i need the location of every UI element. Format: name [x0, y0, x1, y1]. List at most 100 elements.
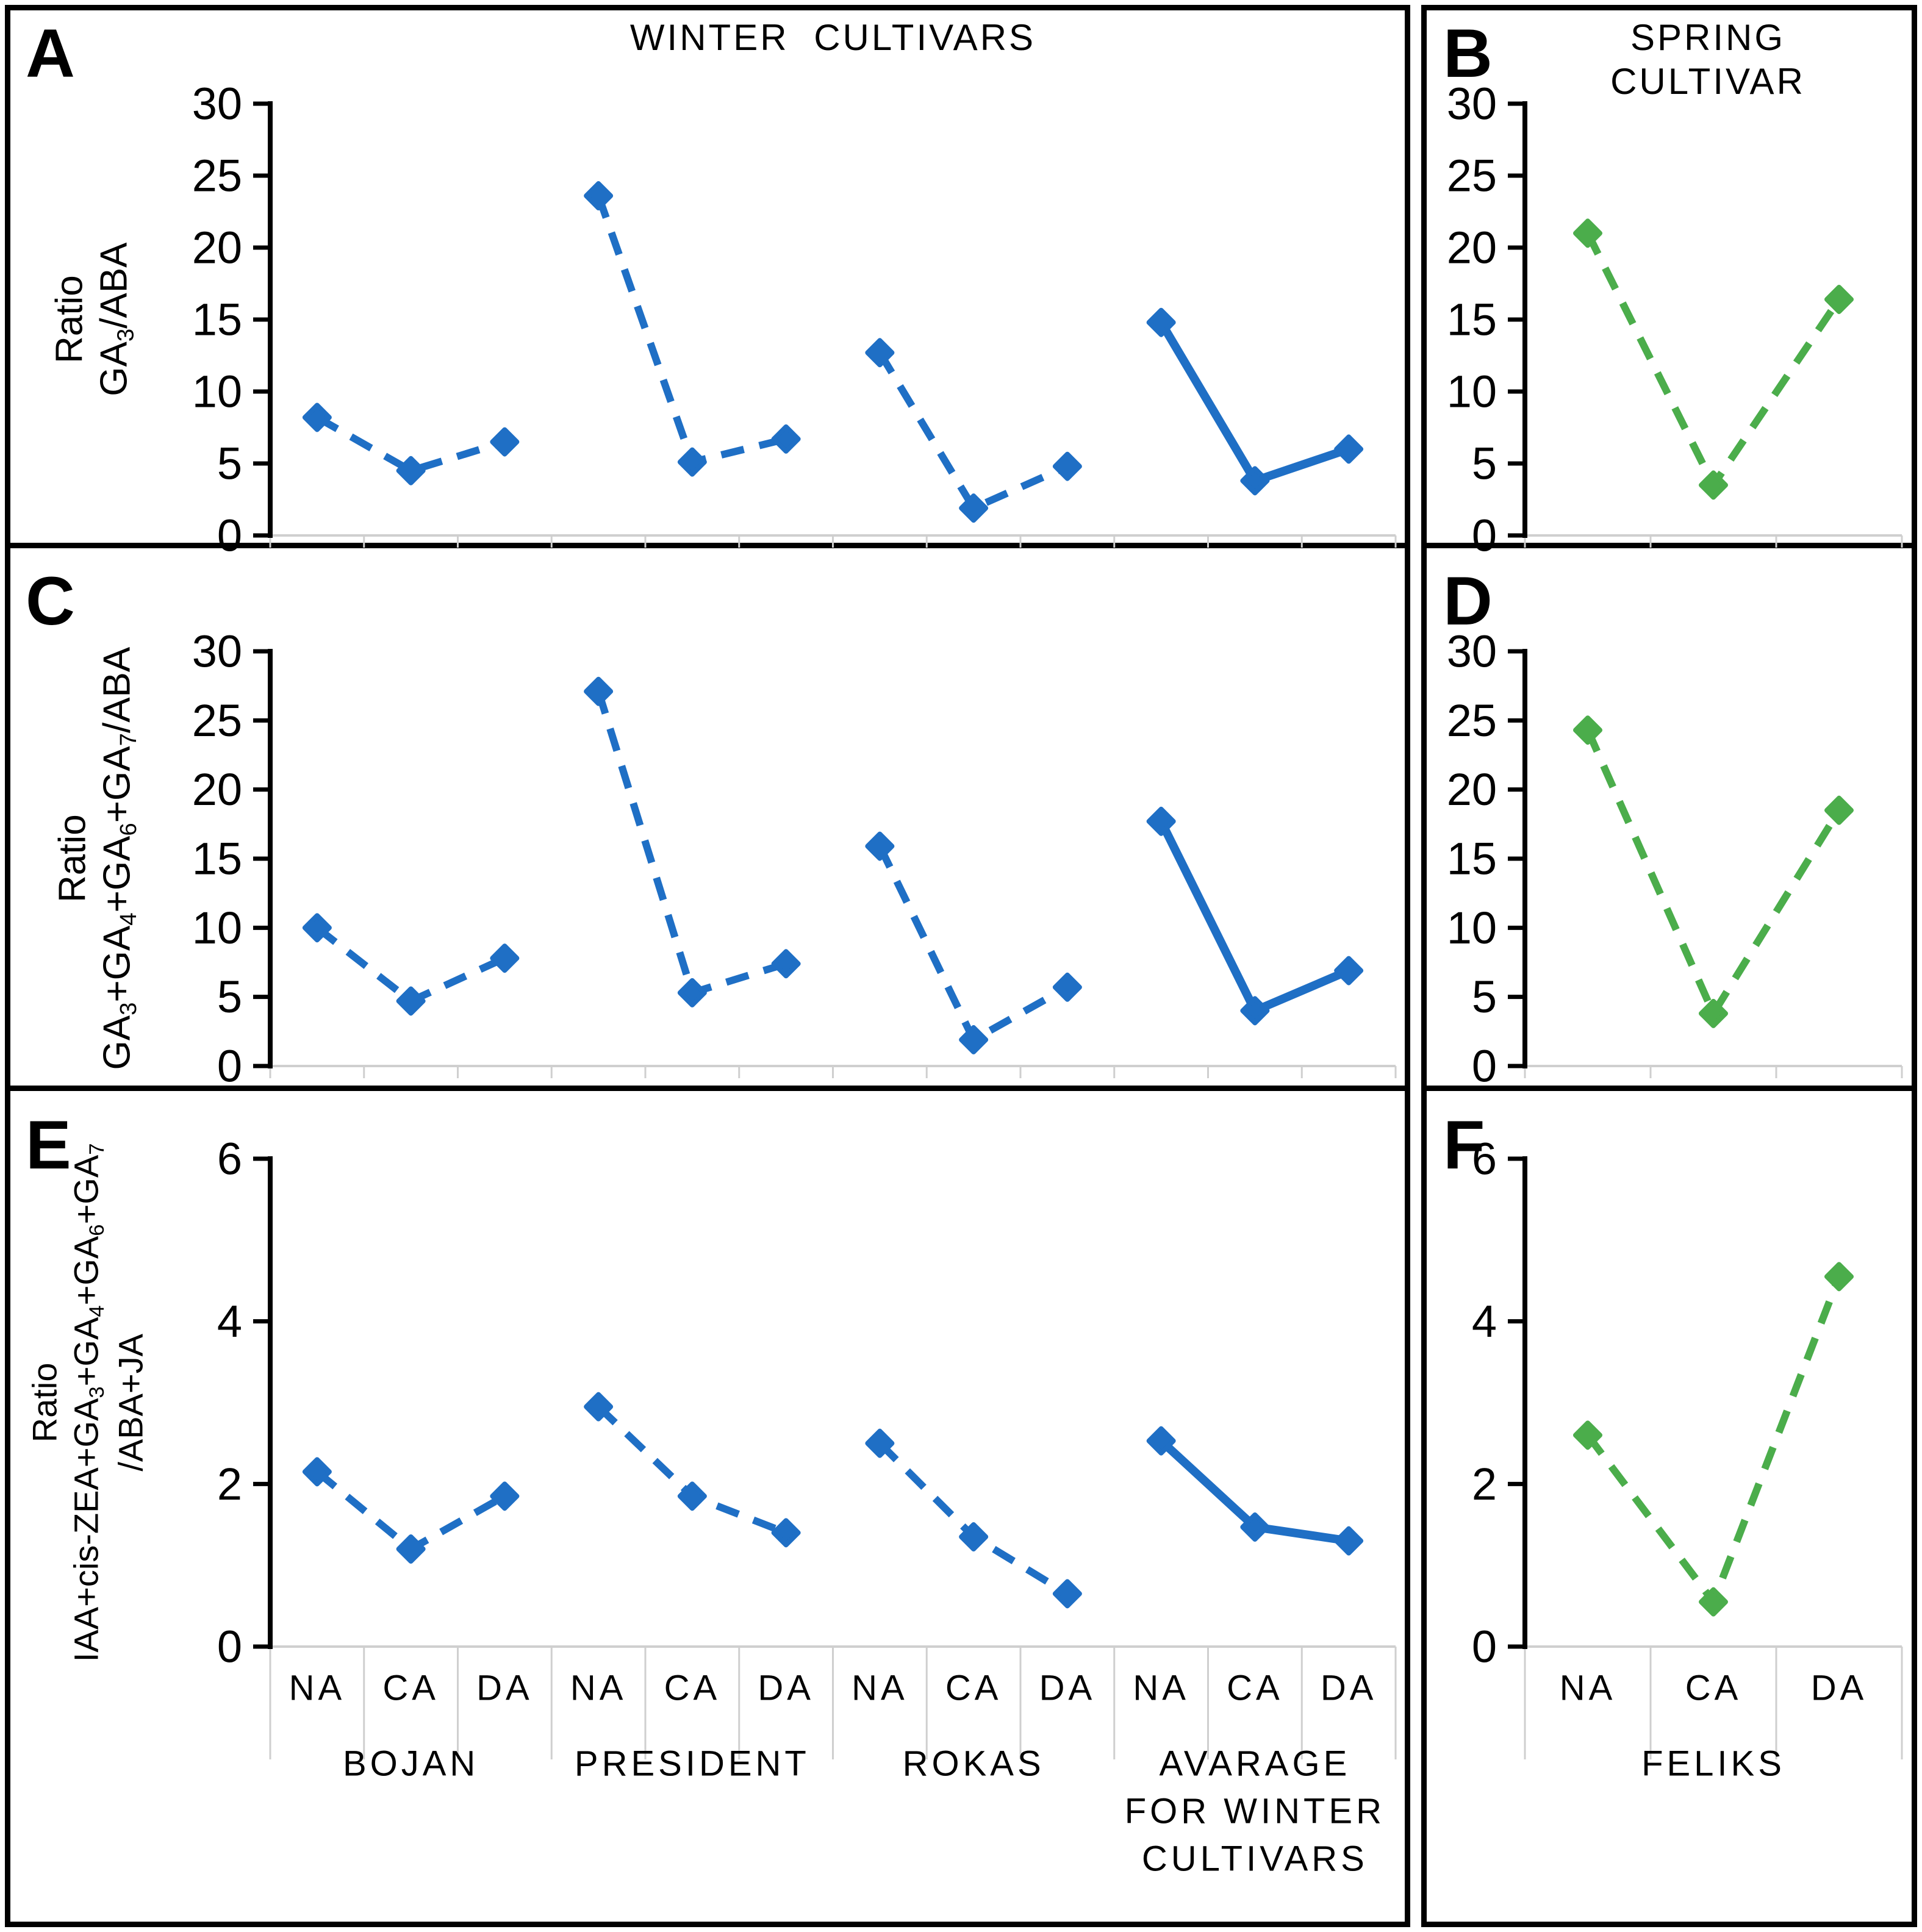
- y-tick-label: 2: [1472, 1459, 1497, 1509]
- group-label-president: PRESIDENT: [575, 1744, 810, 1784]
- series-line-president: [595, 195, 787, 466]
- y-tick-label: 25: [1447, 151, 1497, 201]
- data-point-marker-na: [584, 1392, 614, 1422]
- series-line-president: [595, 690, 787, 996]
- y-tick-label: 4: [217, 1296, 242, 1347]
- panel-label-d: D: [1443, 563, 1493, 639]
- series-line-avarage-for-winter-cultivars: [1157, 320, 1350, 485]
- category-label-ca: CA: [1227, 1669, 1283, 1708]
- series-line-rokas: [876, 844, 1069, 1043]
- category-label-ca: CA: [1685, 1669, 1742, 1708]
- series-line-rokas: [877, 351, 1069, 512]
- y-tick-label: 30: [1447, 79, 1497, 129]
- spring-cultivar-title: SPRING CULTIVAR: [1507, 16, 1909, 104]
- category-label-da: DA: [476, 1669, 533, 1708]
- y-tick-label: 2: [217, 1459, 242, 1509]
- data-point-marker-ca: [1699, 1587, 1728, 1617]
- y-tick-label: 0: [217, 1622, 242, 1672]
- panel-divider: [1421, 543, 1917, 548]
- data-point-marker-na: [865, 338, 895, 368]
- data-point-marker-ca: [396, 986, 426, 1016]
- data-point-marker-da: [1052, 972, 1082, 1002]
- spring-cultivar-title-line2: CULTIVAR: [1610, 61, 1805, 102]
- y-axis-label-e-line1: Ratio: [25, 1362, 64, 1443]
- panel-label-e: E: [26, 1107, 71, 1183]
- y-tick-label: 20: [192, 764, 242, 815]
- group-label-avarage-for-winter-cultivars: FOR WINTER: [1125, 1792, 1385, 1831]
- group-label-avarage-for-winter-cultivars: AVARAGE: [1159, 1744, 1350, 1784]
- category-label-da: DA: [758, 1669, 814, 1708]
- category-label-da: DA: [1039, 1669, 1096, 1708]
- data-point-marker-na: [1146, 307, 1176, 337]
- group-label-avarage-for-winter-cultivars: CULTIVARS: [1142, 1839, 1368, 1879]
- y-tick-label: 20: [1447, 764, 1497, 815]
- category-label-na: NA: [289, 1669, 346, 1708]
- data-point-marker-da: [1824, 284, 1854, 314]
- data-point-marker-na: [302, 913, 332, 943]
- spring-cultivar-panel-border: [1421, 5, 1917, 1927]
- data-point-marker-na: [584, 676, 614, 706]
- group-label-feliks: FELIKS: [1641, 1744, 1785, 1784]
- data-point-marker-da: [490, 1481, 520, 1511]
- y-tick-label: 5: [217, 438, 242, 489]
- y-tick-label: 4: [1472, 1296, 1497, 1347]
- category-label-ca: CA: [945, 1669, 1002, 1708]
- panel-label-b: B: [1443, 15, 1493, 91]
- series-line-feliks: [1584, 231, 1842, 489]
- y-tick-label: 30: [192, 626, 242, 677]
- data-point-marker-na: [302, 1457, 332, 1487]
- y-axis-label-c-line1: Ratio: [51, 814, 94, 903]
- y-tick-label: 20: [1447, 223, 1497, 273]
- y-tick-label: 10: [1447, 367, 1497, 417]
- series-line-bojan: [315, 414, 506, 474]
- category-label-na: NA: [570, 1669, 627, 1708]
- data-point-marker-na: [302, 402, 332, 432]
- data-point-marker-da: [1824, 795, 1854, 825]
- category-label-na: NA: [1133, 1669, 1189, 1708]
- data-point-marker-na: [1573, 715, 1602, 745]
- data-point-marker-da: [490, 427, 520, 457]
- category-label-na: NA: [1560, 1669, 1616, 1708]
- y-axis-label-e-line3: /ABA+JA: [111, 1334, 150, 1472]
- data-point-marker-ca: [959, 1522, 989, 1551]
- series-line-feliks: [1585, 1275, 1843, 1606]
- y-tick-label: 5: [1472, 971, 1497, 1022]
- y-tick-label: 0: [1472, 1622, 1497, 1672]
- y-axis-label-e: Ratio IAA+cis-ZEA+GA3+GA4+GA6+GA7 /ABA+J…: [9, 1143, 167, 1662]
- y-axis-label-a: Ratio GA3/ABA: [35, 104, 151, 535]
- panel-label-f: F: [1443, 1107, 1485, 1183]
- data-point-marker-da: [490, 943, 520, 973]
- category-label-da: DA: [1811, 1669, 1868, 1708]
- data-point-marker-ca: [677, 978, 707, 1007]
- y-tick-label: 25: [192, 151, 242, 201]
- data-point-marker-ca: [1240, 996, 1270, 1026]
- data-point-marker-da: [771, 949, 801, 979]
- data-point-marker-da: [1334, 956, 1364, 986]
- y-axis-label-e-line2: IAA+cis-ZEA+GA3+GA4+GA6+GA7: [66, 1143, 109, 1662]
- y-axis-label-c-line2: GA3+GA4+GA6+GA7/ABA: [96, 647, 142, 1070]
- series-line-president: [595, 1404, 787, 1536]
- data-point-marker-na: [1146, 1426, 1176, 1456]
- data-point-marker-na: [1573, 1420, 1602, 1450]
- panel-divider: [1421, 1086, 1917, 1091]
- y-tick-label: 15: [1447, 295, 1497, 345]
- y-axis-label-c: Ratio GA3+GA4+GA6+GA7/ABA: [35, 647, 157, 1070]
- data-point-marker-ca: [1699, 998, 1728, 1028]
- spring-cultivar-title-line1: SPRING: [1630, 17, 1786, 58]
- data-point-marker-ca: [677, 1481, 707, 1511]
- y-tick-label: 15: [1447, 834, 1497, 884]
- data-point-marker-da: [1334, 1526, 1364, 1556]
- y-tick-label: 15: [192, 834, 242, 884]
- y-tick-label: 25: [1447, 695, 1497, 746]
- y-tick-label: 10: [1447, 903, 1497, 953]
- category-label-da: DA: [1321, 1669, 1377, 1708]
- panel-label-a: A: [26, 15, 75, 91]
- data-point-marker-na: [1146, 806, 1176, 836]
- y-tick-label: 5: [1472, 438, 1497, 489]
- data-point-marker-ca: [1699, 470, 1728, 500]
- series-line-avarage-for-winter-cultivars: [1157, 819, 1350, 1015]
- group-label-bojan: BOJAN: [343, 1744, 479, 1784]
- data-point-marker-da: [771, 424, 801, 454]
- category-label-ca: CA: [382, 1669, 439, 1708]
